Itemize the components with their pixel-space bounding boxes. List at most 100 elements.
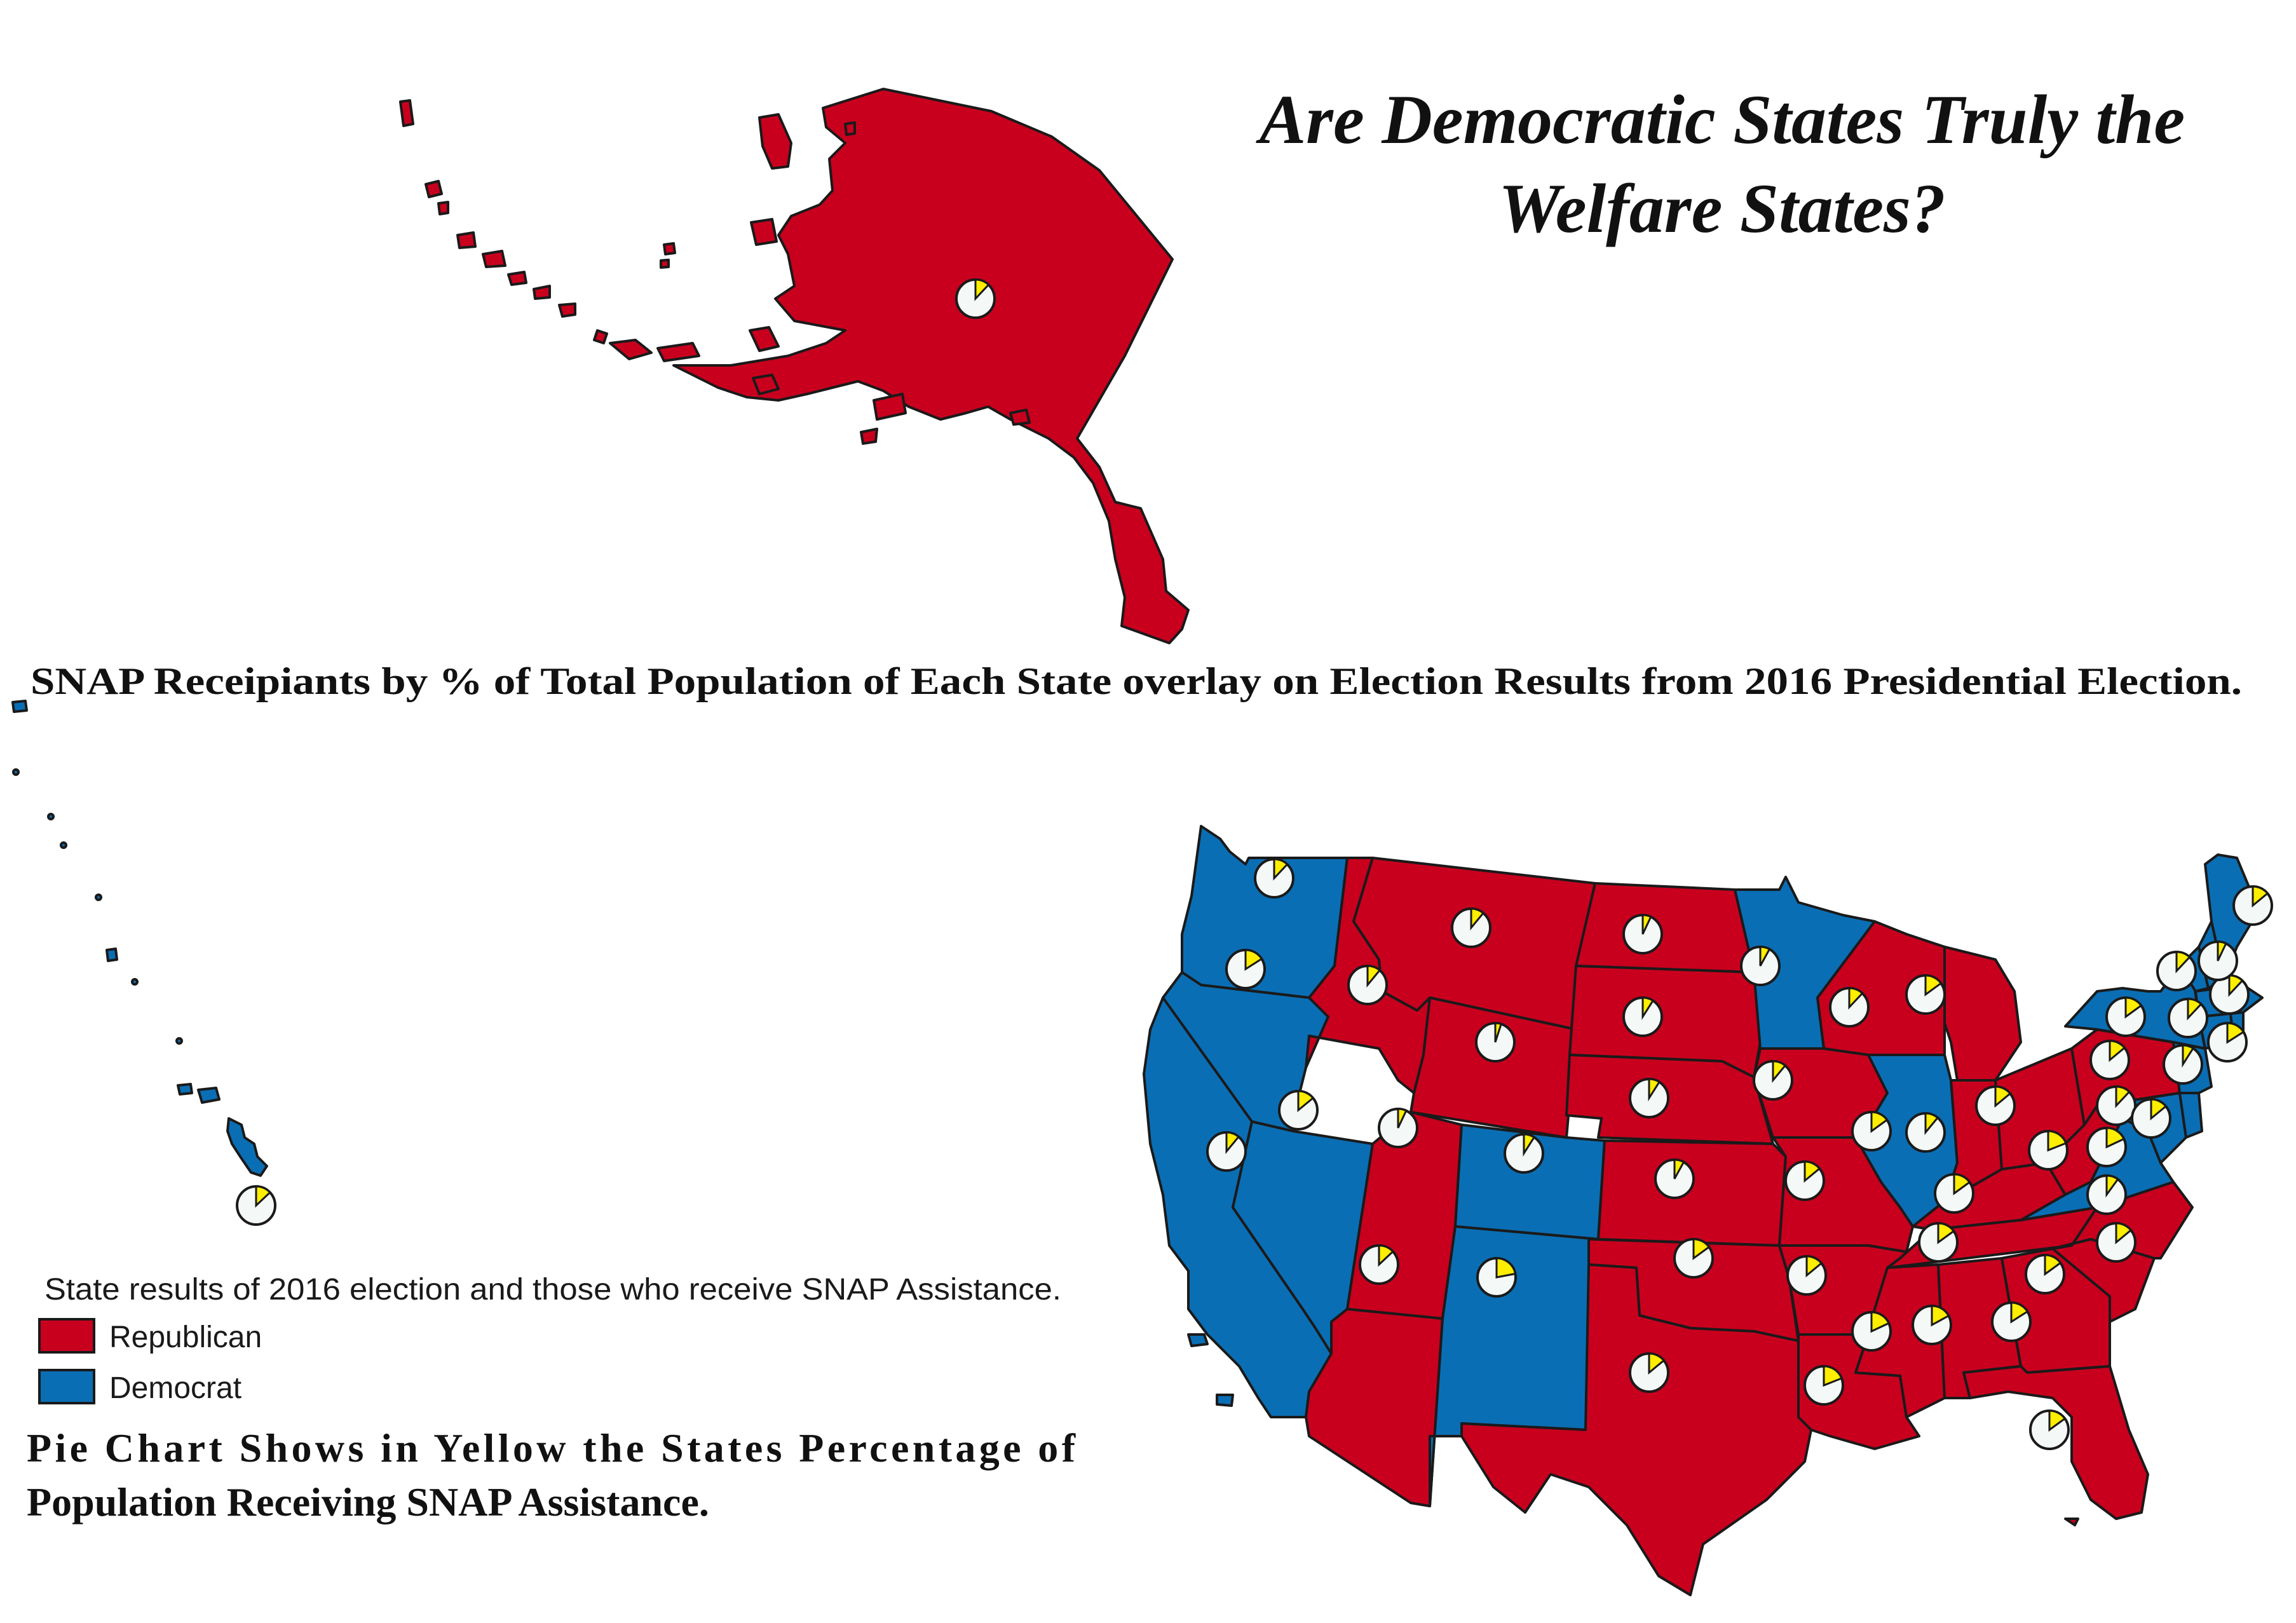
alaska-group bbox=[399, 88, 1190, 644]
hawaii-islet bbox=[60, 841, 67, 849]
pie-snap-slice bbox=[1273, 858, 1289, 881]
pie-snap-slice bbox=[1924, 974, 1943, 996]
pie-chart-icon bbox=[1851, 1111, 1892, 1151]
pie-snap-slice bbox=[1870, 1111, 1889, 1133]
pie-chart-icon bbox=[1673, 1238, 1714, 1279]
alaska-island bbox=[660, 259, 670, 269]
pie-snap-slice bbox=[2105, 1127, 2126, 1149]
alaska-island bbox=[456, 231, 477, 249]
alaska-island bbox=[533, 285, 551, 300]
pie-chart-icon bbox=[1804, 1365, 1844, 1406]
legend-label-republican: Republican bbox=[109, 1321, 262, 1354]
pie-chart-icon bbox=[1753, 1060, 1793, 1101]
pie-chart-icon bbox=[1654, 1158, 1695, 1199]
pie-snap-slice bbox=[1397, 1108, 1408, 1129]
hawaii-island bbox=[177, 1083, 193, 1096]
alaska-island bbox=[749, 326, 780, 352]
alaska-island bbox=[507, 271, 527, 286]
pie-chart-icon bbox=[1991, 1301, 2032, 1342]
pie-chart-icon bbox=[2086, 1174, 2127, 1215]
pie-snap-slice bbox=[1641, 914, 1652, 935]
pie-chart-icon bbox=[1975, 1085, 2016, 1126]
pie-chart-icon bbox=[1905, 1112, 1946, 1153]
pie-chart-icon bbox=[2156, 951, 2197, 991]
pie-snap-slice bbox=[2150, 1098, 2168, 1121]
alaska-island bbox=[609, 339, 653, 360]
pie-chart-icon bbox=[1740, 946, 1781, 986]
island bbox=[2064, 1518, 2079, 1526]
pie-chart-icon bbox=[1629, 1352, 1669, 1393]
pie-snap-slice bbox=[1804, 1160, 1821, 1183]
pie-chart-icon bbox=[236, 1185, 276, 1226]
pie-snap-slice bbox=[1495, 1257, 1517, 1279]
pie-chart-icon bbox=[1476, 1257, 1517, 1298]
pie-snap-slice bbox=[1378, 1244, 1394, 1267]
pie-snap-slice bbox=[1924, 1112, 1939, 1136]
island bbox=[1187, 1333, 1209, 1347]
alaska-island bbox=[844, 121, 856, 136]
pie-snap-slice bbox=[1225, 1131, 1240, 1155]
pie-snap-slice bbox=[2010, 1301, 2029, 1324]
pie-snap-slice bbox=[2044, 1254, 2062, 1276]
hawaii-islet bbox=[47, 813, 55, 820]
state-nebraska bbox=[1565, 1054, 1774, 1145]
pie-snap-slice bbox=[1692, 1238, 1711, 1260]
alaska-island bbox=[425, 180, 443, 198]
state-kansas bbox=[1597, 1139, 1787, 1247]
pie-chart-icon bbox=[2198, 941, 2238, 981]
hawaii-islet bbox=[175, 1037, 183, 1045]
hawaii-islet bbox=[95, 893, 102, 901]
pie-chart-icon bbox=[1451, 907, 1491, 948]
pie-snap-slice bbox=[1494, 1022, 1503, 1043]
pie-snap-slice bbox=[2175, 951, 2191, 974]
pie-snap-slice bbox=[1759, 946, 1771, 967]
pie-snap-slice bbox=[1673, 1158, 1685, 1179]
pie-snap-slice bbox=[1641, 996, 1655, 1021]
pie-snap-slice bbox=[1470, 907, 1485, 931]
pie-chart-icon bbox=[1622, 914, 1663, 954]
pie-note-line-2: Population Receiving SNAP Assistance. bbox=[27, 1479, 709, 1525]
alaska-island bbox=[437, 201, 449, 215]
hawaii-islet bbox=[131, 978, 139, 986]
pie-chart-icon bbox=[1912, 1305, 1952, 1345]
legend-swatch-republican bbox=[38, 1318, 95, 1354]
legend-heading: State results of 2016 election and those… bbox=[44, 1273, 1061, 1307]
pie-snap-slice bbox=[2115, 1222, 2133, 1245]
pie-chart-icon bbox=[955, 278, 996, 319]
pie-snap-slice bbox=[2217, 941, 2227, 961]
pie-snap-slice bbox=[1953, 1173, 1971, 1195]
alaska-island bbox=[758, 113, 792, 170]
pie-chart-icon bbox=[1786, 1255, 1827, 1296]
pie-snap-slice bbox=[1244, 949, 1263, 971]
pie-chart-icon bbox=[1829, 987, 1870, 1028]
hawaii-island bbox=[11, 700, 28, 713]
pie-chart-icon bbox=[1784, 1160, 1825, 1201]
pie-snap-slice bbox=[1931, 1305, 1950, 1327]
pie-chart-icon bbox=[2131, 1098, 2171, 1139]
pie-snap-slice bbox=[2048, 1409, 2067, 1432]
alaska-island bbox=[593, 329, 608, 344]
pie-snap-slice bbox=[2124, 996, 2143, 1019]
pie-snap-slice bbox=[2226, 1022, 2245, 1044]
state-florida bbox=[1962, 1365, 2149, 1520]
pie-chart-icon bbox=[2232, 885, 2273, 926]
alaska-island bbox=[558, 302, 576, 318]
alaska-island bbox=[873, 393, 907, 421]
pie-chart-icon bbox=[2025, 1254, 2065, 1294]
pie-chart-icon bbox=[1475, 1022, 1516, 1063]
pie-snap-slice bbox=[2182, 1044, 2195, 1068]
pie-chart-icon bbox=[1359, 1244, 1399, 1285]
island bbox=[1216, 1394, 1234, 1407]
pie-snap-slice bbox=[2105, 1174, 2119, 1198]
pie-chart-icon bbox=[2207, 1022, 2248, 1063]
pie-chart-icon bbox=[1278, 1090, 1319, 1131]
pie-chart-icon bbox=[1629, 1078, 1669, 1118]
alaska-island bbox=[750, 218, 778, 246]
alaska-island bbox=[656, 342, 700, 362]
pie-snap-slice bbox=[1823, 1365, 1843, 1387]
pie-chart-icon bbox=[2105, 996, 2146, 1037]
pie-chart-icon bbox=[2028, 1130, 2068, 1171]
alaska-island bbox=[752, 374, 780, 395]
page-title-line-2: Welfare States? bbox=[1498, 170, 1946, 247]
pie-snap-slice bbox=[1297, 1090, 1315, 1113]
